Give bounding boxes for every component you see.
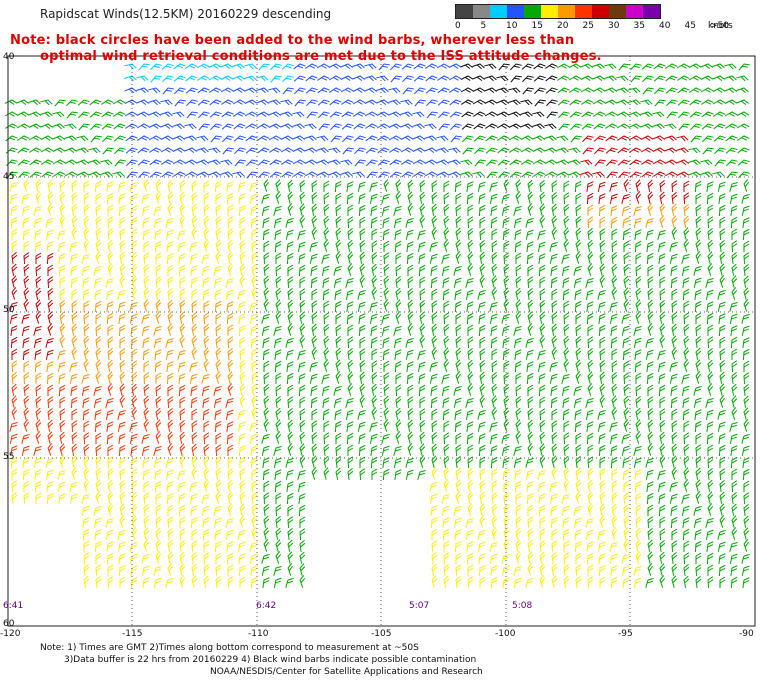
legend-swatch-2 xyxy=(490,5,507,18)
legend-swatch-0 xyxy=(456,5,473,18)
map-title: Rapidscat Winds(12.5KM) 20160229 descend… xyxy=(40,7,332,21)
footer-note-line-2: 3)Data buffer is 22 hrs from 20160229 4)… xyxy=(64,655,477,665)
map-frame xyxy=(7,55,756,627)
legend-swatch-1 xyxy=(473,5,490,18)
lon-label-110: -110 xyxy=(248,629,269,639)
legend-swatch-10 xyxy=(626,5,643,18)
legend-swatch-5 xyxy=(541,5,558,18)
legend-swatch-6 xyxy=(558,5,575,18)
lat-label-50: 50 xyxy=(3,305,15,315)
lat-label-55: 55 xyxy=(3,452,15,462)
legend-label-7: 35 xyxy=(633,21,645,31)
legend-label-6: 30 xyxy=(608,21,620,31)
legend-label-9: 45 xyxy=(684,21,696,31)
legend-label-1: 5 xyxy=(480,21,487,31)
time-label-3: 5:07 xyxy=(409,601,430,611)
legend-unit: knots xyxy=(708,21,733,31)
wind-barbs-layer xyxy=(4,63,750,589)
legend-label-5: 25 xyxy=(582,21,594,31)
footer-note-line-1: Note: 1) Times are GMT 2)Times along bot… xyxy=(40,643,419,653)
legend-label-2: 10 xyxy=(506,21,518,31)
time-label-2: 6:42 xyxy=(256,601,277,611)
legend-swatch-3 xyxy=(507,5,524,18)
legend-swatch-7 xyxy=(575,5,592,18)
legend-swatch-8 xyxy=(592,5,609,18)
time-label-1: 6:41 xyxy=(3,601,24,611)
time-label-4: 5:08 xyxy=(512,601,533,611)
lat-label-45: 45 xyxy=(3,172,15,182)
lon-label-100: -100 xyxy=(495,629,516,639)
legend-label-0: 0 xyxy=(455,21,461,31)
lon-label-120: -120 xyxy=(0,629,21,639)
lat-label-60: 60 xyxy=(3,619,15,629)
lon-label-105: -105 xyxy=(371,629,392,639)
footer-credit: NOAA/NESDIS/Center for Satellite Applica… xyxy=(210,667,483,677)
note-line-1: Note: black circles have been added to t… xyxy=(10,33,575,48)
legend-swatch-4 xyxy=(524,5,541,18)
lon-label-115: -115 xyxy=(122,629,143,639)
lon-label-90: -90 xyxy=(739,629,754,639)
legend-swatch-9 xyxy=(609,5,626,18)
legend-swatch-11 xyxy=(643,5,660,18)
note-line-2: optimal wind retrieval conditions are me… xyxy=(40,49,602,64)
lon-label-95: -95 xyxy=(618,629,633,639)
lat-label-40: 40 xyxy=(3,52,15,62)
wind-speed-legend xyxy=(455,4,661,19)
legend-label-3: 15 xyxy=(531,21,543,31)
legend-label-8: 40 xyxy=(659,21,671,31)
legend-label-4: 20 xyxy=(557,21,569,31)
legend-label-10: >50 xyxy=(710,21,729,31)
